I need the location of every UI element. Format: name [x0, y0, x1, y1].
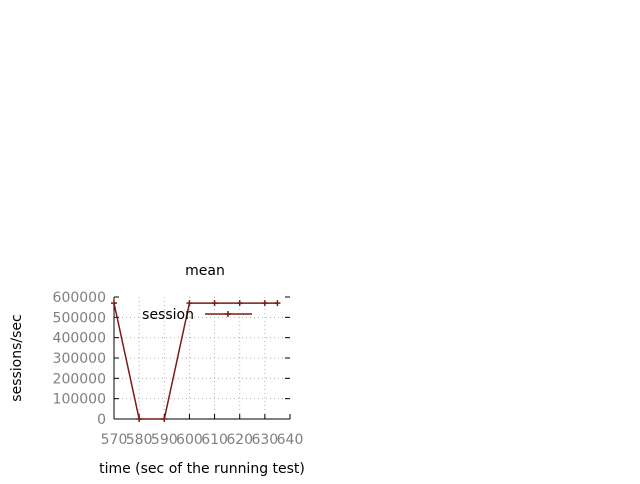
x-tick-label: 590	[151, 432, 178, 448]
data-point	[274, 300, 281, 307]
y-tick-label: 400000	[53, 331, 106, 347]
data-point	[261, 300, 268, 307]
y-tick-label: 500000	[53, 310, 106, 326]
x-tick-label: 620	[226, 432, 253, 448]
x-axis-label: time (sec of the running test)	[99, 461, 305, 477]
y-tick-label: 600000	[53, 290, 106, 306]
data-point	[111, 300, 117, 307]
tick-labels: 0 100000 200000 300000 400000 500000 600000 570…	[53, 290, 304, 448]
x-tick-label: 570	[101, 432, 128, 448]
legend-label: session	[142, 307, 194, 323]
data-point	[236, 300, 243, 307]
chart-title: mean	[185, 263, 225, 279]
y-tick-label: 300000	[53, 351, 106, 367]
data-point	[211, 300, 218, 307]
y-tick-label: 0	[97, 412, 106, 428]
series-layer	[111, 300, 281, 422]
y-axis-label: sessions/sec	[9, 314, 25, 401]
legend: session	[142, 307, 252, 323]
x-tick-label: 610	[201, 432, 228, 448]
y-tick-label: 200000	[53, 371, 106, 387]
y-tick-label: 100000	[53, 392, 106, 408]
x-tick-label: 640	[277, 432, 304, 448]
x-tick-label: 630	[251, 432, 278, 448]
grid	[114, 297, 290, 419]
series-line	[113, 302, 278, 420]
data-point	[136, 416, 143, 422]
x-tick-label: 600	[176, 432, 203, 448]
x-tick-label: 580	[126, 432, 153, 448]
data-point	[186, 300, 193, 307]
data-point	[161, 416, 168, 422]
